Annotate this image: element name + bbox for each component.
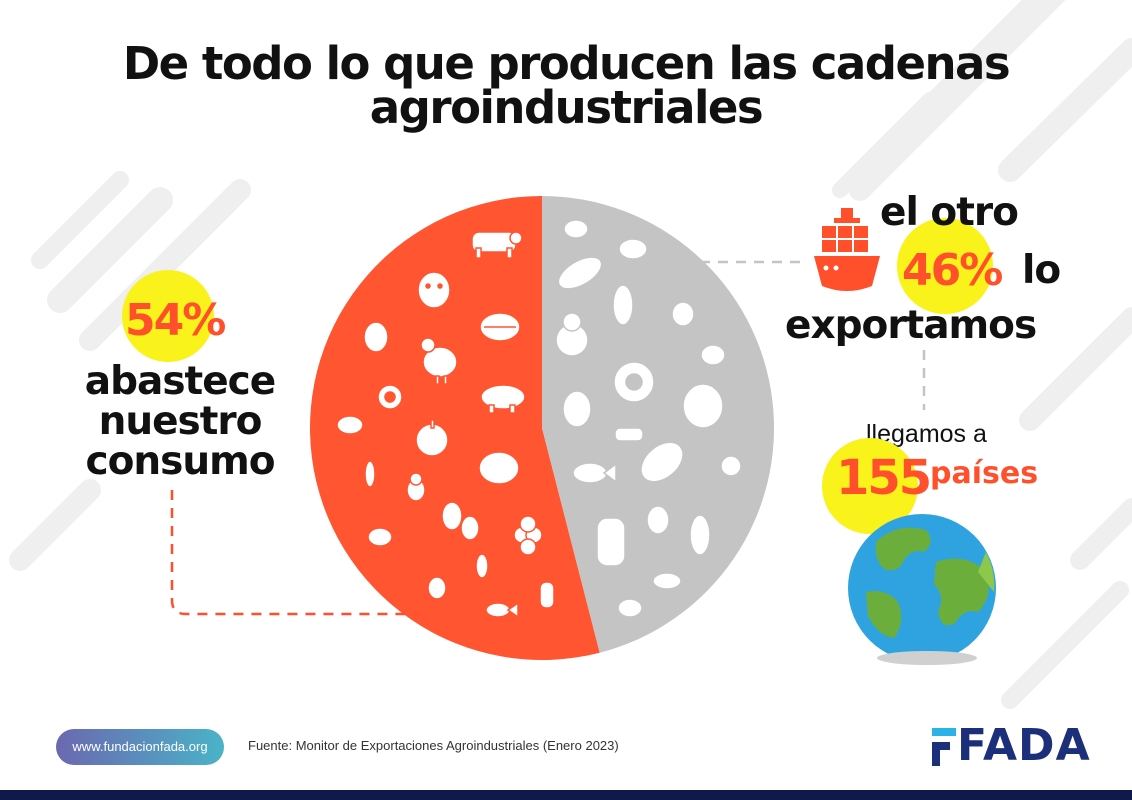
- left-callout-text: abastece nuestro consumo: [60, 362, 300, 482]
- pig-icon-small: [652, 572, 682, 590]
- globe-shadow: [877, 651, 977, 665]
- left-callout-line-2: nuestro: [98, 399, 263, 444]
- brain-icon: [478, 451, 520, 485]
- countries-label: países: [930, 456, 1039, 491]
- pig-icon: [480, 384, 526, 414]
- cow-icon: [471, 231, 523, 259]
- cow-face-icon: [417, 271, 451, 309]
- leaf-icon: [479, 312, 521, 342]
- apple-icon: [415, 419, 449, 457]
- left-highlight-circle: [122, 270, 214, 362]
- fish-icon-large: [572, 462, 617, 484]
- corn-icon: [539, 581, 555, 609]
- countries-number: 155: [836, 450, 932, 506]
- lemon-icon-large: [562, 390, 592, 428]
- wheat-icon-grey: [689, 514, 711, 556]
- bean-icon-large: [682, 383, 724, 429]
- source-text: Fuente: Monitor de Exportaciones Agroind…: [248, 738, 619, 753]
- soy-pod-icon: [557, 256, 603, 290]
- left-connector-line: [170, 490, 420, 616]
- fish-icon: [485, 601, 519, 619]
- leaf-icon-small: [563, 219, 589, 239]
- left-percent: 54%: [125, 295, 226, 346]
- title-line-2: agroindustriales: [369, 81, 764, 134]
- leaves-icon-small: [617, 598, 643, 618]
- page-title: De todo lo que producen las cadenas agro…: [60, 37, 1072, 134]
- left-callout-line-1: abastece: [84, 359, 276, 404]
- fada-logo-mark: [932, 728, 956, 766]
- apple-icon-small: [720, 455, 742, 477]
- lemon-icon: [427, 576, 447, 600]
- right-highlight-circle: [897, 218, 993, 314]
- cow-icon-small: [614, 427, 644, 442]
- wheat-icon-2: [475, 553, 489, 579]
- left-callout-line-3: consumo: [85, 439, 275, 484]
- pear-icon-large: [555, 312, 589, 357]
- sunflower-icon-large: [613, 361, 655, 403]
- peanut-icon: [336, 415, 364, 435]
- globe-icon: [848, 514, 996, 662]
- right-callout-line-3: exportamos: [785, 303, 1037, 348]
- website-link[interactable]: www.fundacionfada.org: [56, 729, 224, 765]
- brain-icon-small: [618, 238, 648, 260]
- bottom-bar: [0, 790, 1132, 800]
- bean-icon: [363, 321, 389, 353]
- corn-icon-large: [596, 517, 626, 567]
- right-callout-lo: lo: [1022, 248, 1061, 293]
- chicken-icon-small: [700, 344, 726, 366]
- right-callout-line-1: el otro: [880, 190, 1019, 235]
- wheat-leaf-icon: [612, 284, 634, 326]
- title-line-1: De todo lo que producen las cadenas: [122, 37, 1011, 90]
- cow-face-icon-small: [671, 301, 695, 327]
- right-percent: 46%: [902, 245, 1003, 296]
- pear-icon: [406, 472, 426, 502]
- herb-leaves-icon: [441, 501, 480, 541]
- chicken-icon: [420, 337, 458, 385]
- sunflower-icon: [377, 384, 403, 410]
- peanut-icon-large: [640, 441, 684, 483]
- fada-logo: FADA: [957, 720, 1091, 771]
- grapes-icon: [513, 515, 543, 556]
- food-icons-grey: [555, 219, 742, 618]
- food-icons-red: [336, 231, 555, 619]
- wheat-icon: [364, 460, 376, 488]
- strawberry-icon: [646, 505, 670, 535]
- soy-icon: [367, 527, 393, 547]
- ship-icon: [814, 208, 880, 291]
